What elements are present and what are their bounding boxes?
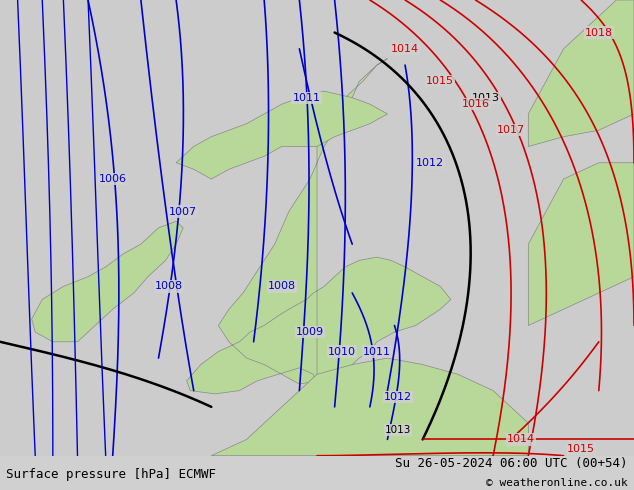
Polygon shape: [176, 91, 387, 179]
Text: 1015: 1015: [567, 444, 595, 454]
Polygon shape: [528, 0, 634, 147]
Polygon shape: [186, 59, 451, 394]
Text: © weatheronline.co.uk: © weatheronline.co.uk: [486, 478, 628, 488]
Polygon shape: [211, 358, 528, 456]
Text: 1016: 1016: [462, 99, 489, 109]
Text: 1014: 1014: [391, 44, 419, 54]
Text: 1008: 1008: [155, 281, 183, 292]
Text: 1014: 1014: [507, 435, 535, 444]
Text: 1018: 1018: [585, 27, 613, 38]
Text: 1015: 1015: [426, 76, 455, 86]
Text: 1007: 1007: [169, 207, 197, 217]
Polygon shape: [32, 221, 183, 342]
Text: 1017: 1017: [496, 125, 525, 135]
Text: 1009: 1009: [296, 327, 324, 337]
Text: 1013: 1013: [385, 425, 411, 435]
Polygon shape: [528, 163, 634, 325]
Text: 1011: 1011: [292, 93, 320, 102]
Text: 1011: 1011: [363, 346, 391, 357]
Text: 1012: 1012: [416, 158, 444, 168]
Text: Su 26-05-2024 06:00 UTC (00+54): Su 26-05-2024 06:00 UTC (00+54): [395, 458, 628, 470]
Text: Surface pressure [hPa] ECMWF: Surface pressure [hPa] ECMWF: [6, 467, 216, 481]
Text: 1012: 1012: [384, 392, 412, 402]
Text: 1008: 1008: [268, 281, 296, 292]
Text: 1006: 1006: [99, 174, 127, 184]
Text: 1013: 1013: [472, 93, 500, 102]
Text: 1010: 1010: [328, 346, 356, 357]
